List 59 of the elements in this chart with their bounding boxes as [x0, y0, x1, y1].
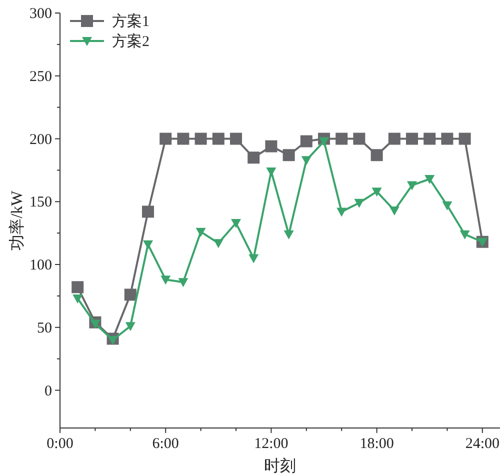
- legend-label: 方案2: [112, 33, 150, 50]
- point: [388, 132, 400, 145]
- point: [424, 132, 436, 145]
- y-tick-label: 100: [30, 258, 52, 274]
- point: [108, 336, 118, 345]
- point: [72, 281, 84, 294]
- y-tick-label: 150: [30, 194, 52, 211]
- point: [284, 230, 294, 240]
- point: [196, 228, 206, 237]
- point: [124, 288, 136, 301]
- point: [406, 132, 418, 145]
- point: [442, 201, 452, 210]
- point: [213, 239, 224, 248]
- point: [248, 152, 260, 164]
- point: [282, 149, 295, 162]
- point: [90, 320, 100, 329]
- point: [389, 206, 400, 216]
- point: [370, 149, 383, 162]
- legend-label: 方案1: [112, 13, 150, 30]
- x-tick-label: 6:00: [152, 436, 179, 452]
- point: [125, 322, 136, 332]
- point: [142, 206, 154, 218]
- point: [265, 140, 278, 152]
- point: [72, 294, 83, 304]
- point: [194, 132, 207, 145]
- point: [460, 230, 470, 240]
- y-tick-label: 0: [44, 383, 52, 400]
- point: [336, 208, 347, 217]
- point: [266, 167, 276, 176]
- point: [160, 132, 172, 145]
- x-tick-label: 24:00: [465, 436, 500, 452]
- point: [231, 219, 241, 228]
- point: [301, 156, 312, 166]
- y-tick-label: 200: [30, 132, 52, 148]
- point: [372, 188, 382, 197]
- point: [178, 278, 188, 288]
- point: [354, 198, 364, 208]
- y-axis-title: 功率/kW: [8, 190, 26, 250]
- y-tick-label: 250: [30, 68, 52, 85]
- point: [353, 132, 366, 145]
- x-tick-label: 12:00: [254, 436, 288, 452]
- y-tick-label: 300: [30, 6, 52, 22]
- point: [177, 132, 190, 145]
- x-tick-label: 18:00: [360, 436, 394, 452]
- x-axis-title: 时刻: [264, 457, 296, 475]
- point: [230, 132, 242, 145]
- point: [160, 276, 171, 285]
- y-tick-label: 50: [37, 320, 52, 336]
- point: [319, 137, 329, 146]
- point: [143, 240, 153, 250]
- point: [458, 132, 471, 145]
- point: [248, 254, 259, 264]
- point: [441, 132, 454, 145]
- point: [212, 132, 224, 145]
- x-tick-label: 0:00: [46, 436, 74, 452]
- point: [336, 132, 348, 145]
- point: [300, 135, 312, 148]
- point: [407, 181, 417, 190]
- point: [424, 175, 435, 184]
